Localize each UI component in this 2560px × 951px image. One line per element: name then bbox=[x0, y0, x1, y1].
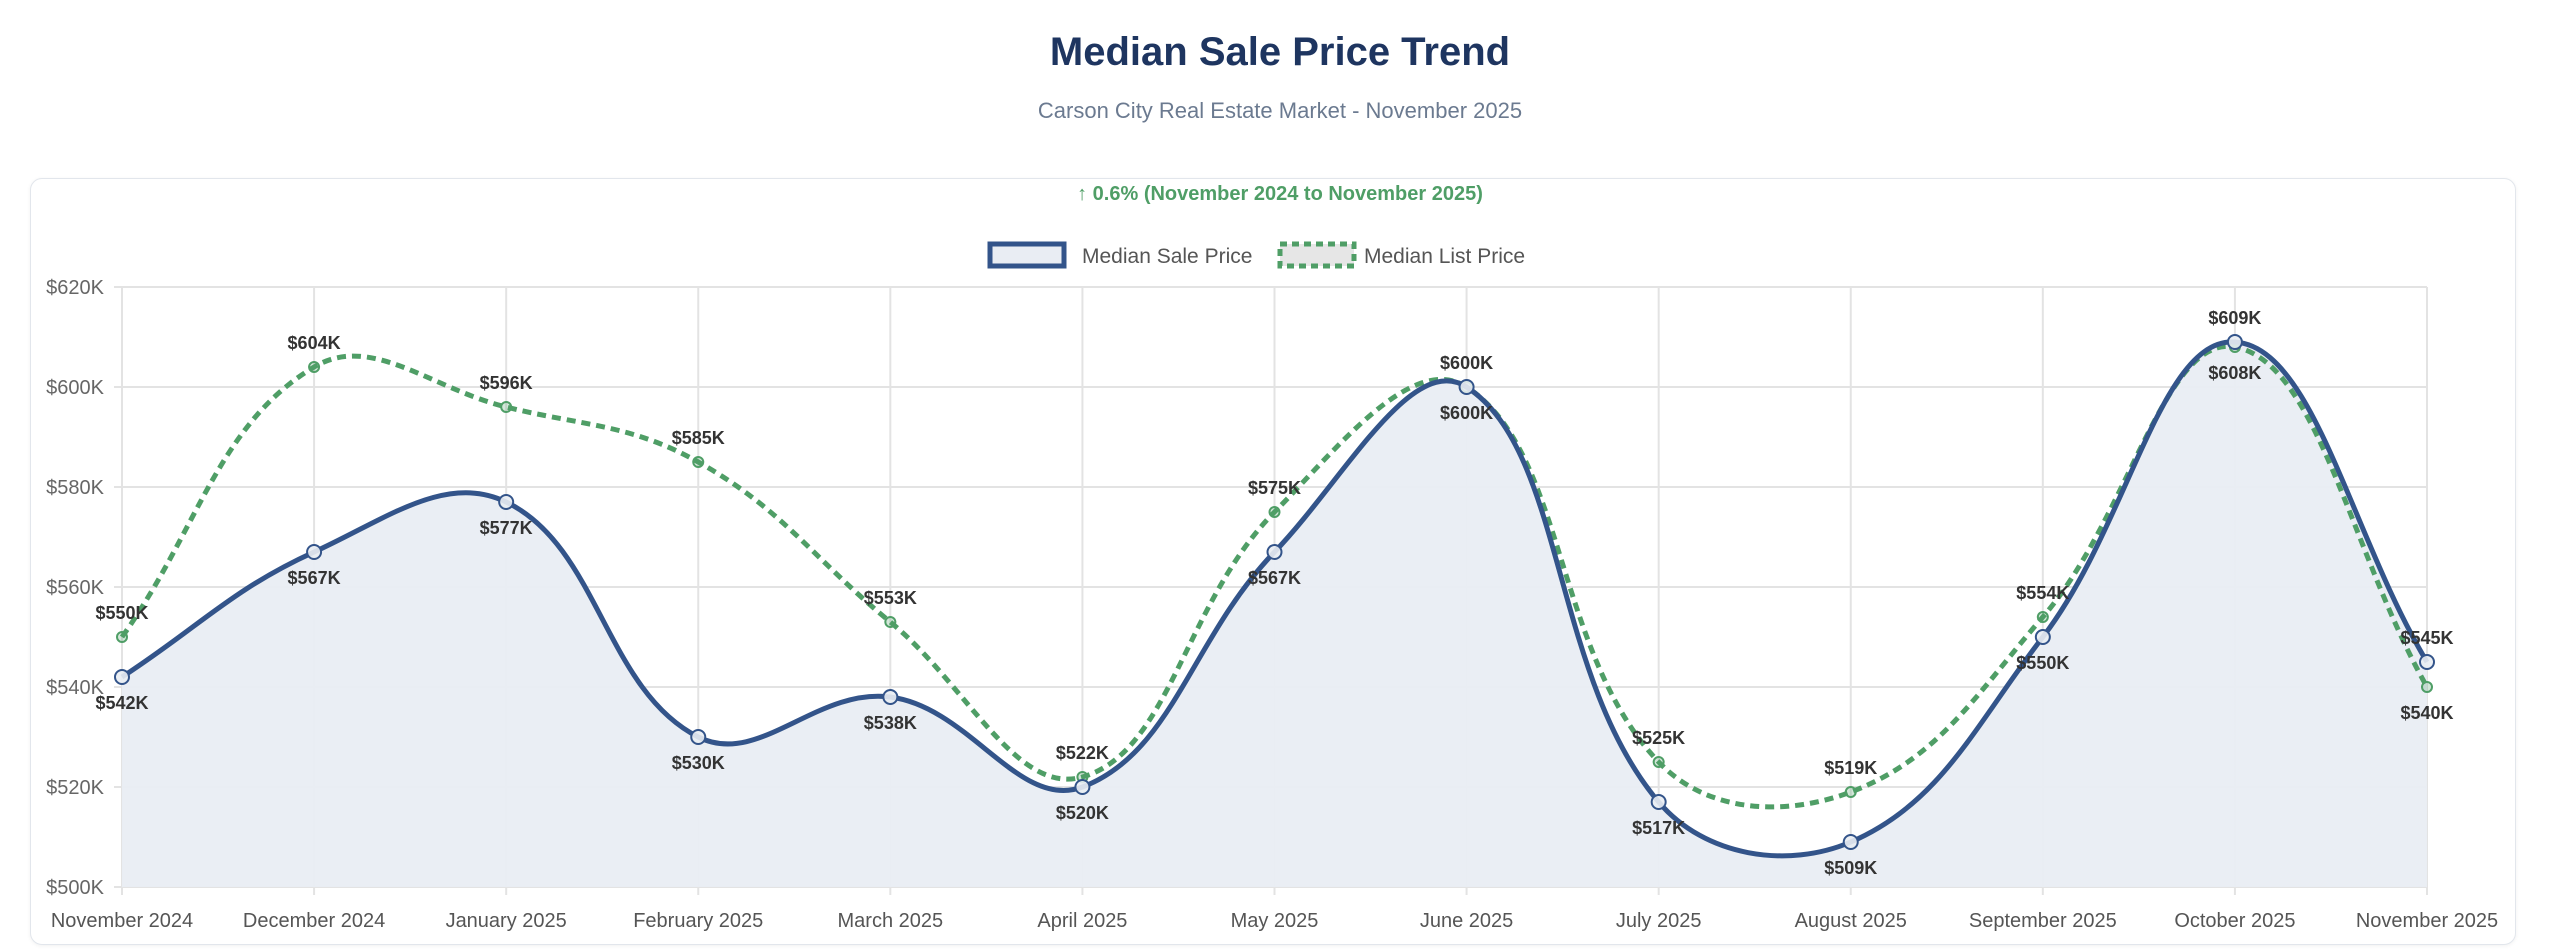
data-point-list bbox=[2036, 611, 2049, 623]
data-label-sale: $609K bbox=[2208, 308, 2261, 328]
x-tick-label: November 2025 bbox=[2356, 910, 2498, 932]
change-annotation: ↑ 0.6% (November 2024 to November 2025) bbox=[1077, 183, 1483, 205]
data-label-list: $554K bbox=[2016, 583, 2069, 603]
data-label-list: $540K bbox=[2400, 703, 2453, 723]
data-label-sale: $509K bbox=[1824, 858, 1877, 878]
x-tick-label: November 2024 bbox=[51, 910, 193, 932]
data-label-sale: $530K bbox=[672, 753, 725, 773]
data-label-list: $522K bbox=[1056, 743, 1109, 763]
y-tick-label: $560K bbox=[46, 577, 104, 599]
x-tick-label: April 2025 bbox=[1037, 910, 1127, 932]
data-point-sale bbox=[882, 689, 899, 705]
data-label-sale: $545K bbox=[2400, 628, 2453, 648]
data-label-list: $596K bbox=[480, 373, 533, 393]
data-point-sale bbox=[1650, 794, 1667, 810]
x-tick-label: January 2025 bbox=[446, 910, 567, 932]
data-label-sale: $567K bbox=[1248, 568, 1301, 588]
data-point-list bbox=[1844, 786, 1857, 798]
data-label-list: $553K bbox=[864, 588, 917, 608]
y-tick-label: $620K bbox=[46, 277, 104, 299]
data-label-list: $519K bbox=[1824, 758, 1877, 778]
data-point-list bbox=[116, 631, 128, 643]
x-tick-label: August 2025 bbox=[1795, 910, 1907, 932]
data-label-list: $525K bbox=[1632, 728, 1685, 748]
y-tick-label: $500K bbox=[46, 877, 104, 899]
data-label-list: $585K bbox=[672, 428, 725, 448]
data-label-sale: $567K bbox=[288, 568, 341, 588]
data-point-sale bbox=[306, 544, 323, 560]
data-label-sale: $542K bbox=[95, 693, 148, 713]
data-point-sale bbox=[1074, 779, 1091, 795]
data-label-sale: $538K bbox=[864, 713, 917, 733]
x-tick-label: July 2025 bbox=[1616, 910, 1702, 932]
data-point-sale bbox=[1266, 544, 1283, 560]
data-point-list bbox=[2421, 681, 2433, 693]
x-tick-label: September 2025 bbox=[1969, 910, 2117, 932]
x-tick-label: October 2025 bbox=[2174, 910, 2295, 932]
sale-area-fill bbox=[122, 341, 2427, 887]
page-subtitle: Carson City Real Estate Market - Novembe… bbox=[1037, 98, 1523, 123]
y-tick-label: $600K bbox=[46, 377, 104, 399]
data-point-list bbox=[308, 361, 321, 373]
data-point-sale bbox=[1842, 834, 1859, 850]
legend-label-sale: Median Sale Price bbox=[1082, 245, 1252, 268]
legend-swatch-sale bbox=[987, 241, 1067, 269]
data-label-sale: $550K bbox=[2016, 653, 2069, 673]
data-point-sale bbox=[2226, 334, 2243, 350]
y-tick-label: $540K bbox=[46, 677, 104, 699]
data-point-sale bbox=[114, 669, 130, 685]
data-point-list bbox=[884, 616, 897, 628]
legend-swatch-list bbox=[1277, 241, 1357, 269]
data-label-sale: $517K bbox=[1632, 818, 1685, 838]
data-point-sale bbox=[498, 494, 515, 510]
data-label-sale: $520K bbox=[1056, 803, 1109, 823]
x-tick-label: June 2025 bbox=[1420, 910, 1513, 932]
series-line-sale bbox=[120, 339, 2430, 859]
data-label-sale: $600K bbox=[1440, 403, 1493, 423]
data-point-list bbox=[1652, 756, 1665, 768]
data-point-list bbox=[1268, 506, 1281, 518]
data-point-sale bbox=[1458, 379, 1475, 395]
y-tick-label: $520K bbox=[46, 777, 104, 799]
x-tick-label: May 2025 bbox=[1231, 910, 1319, 932]
data-point-sale bbox=[690, 729, 707, 745]
data-label-list: $604K bbox=[288, 333, 341, 353]
x-tick-label: March 2025 bbox=[838, 910, 944, 932]
data-point-list bbox=[500, 401, 513, 413]
data-point-sale bbox=[2419, 654, 2435, 670]
data-point-sale bbox=[2034, 629, 2051, 645]
data-point-list bbox=[692, 456, 705, 468]
y-tick-label: $580K bbox=[46, 477, 104, 499]
data-label-list: $600K bbox=[1440, 353, 1493, 373]
x-tick-label: February 2025 bbox=[633, 910, 763, 932]
data-label-list: $575K bbox=[1248, 478, 1301, 498]
data-label-sale: $577K bbox=[480, 518, 533, 538]
legend-label-list: Median List Price bbox=[1364, 245, 1525, 268]
x-tick-label: December 2024 bbox=[243, 910, 385, 932]
page-title: Median Sale Price Trend bbox=[1049, 30, 1511, 74]
data-label-list: $608K bbox=[2208, 363, 2261, 383]
data-label-list: $550K bbox=[95, 603, 148, 623]
